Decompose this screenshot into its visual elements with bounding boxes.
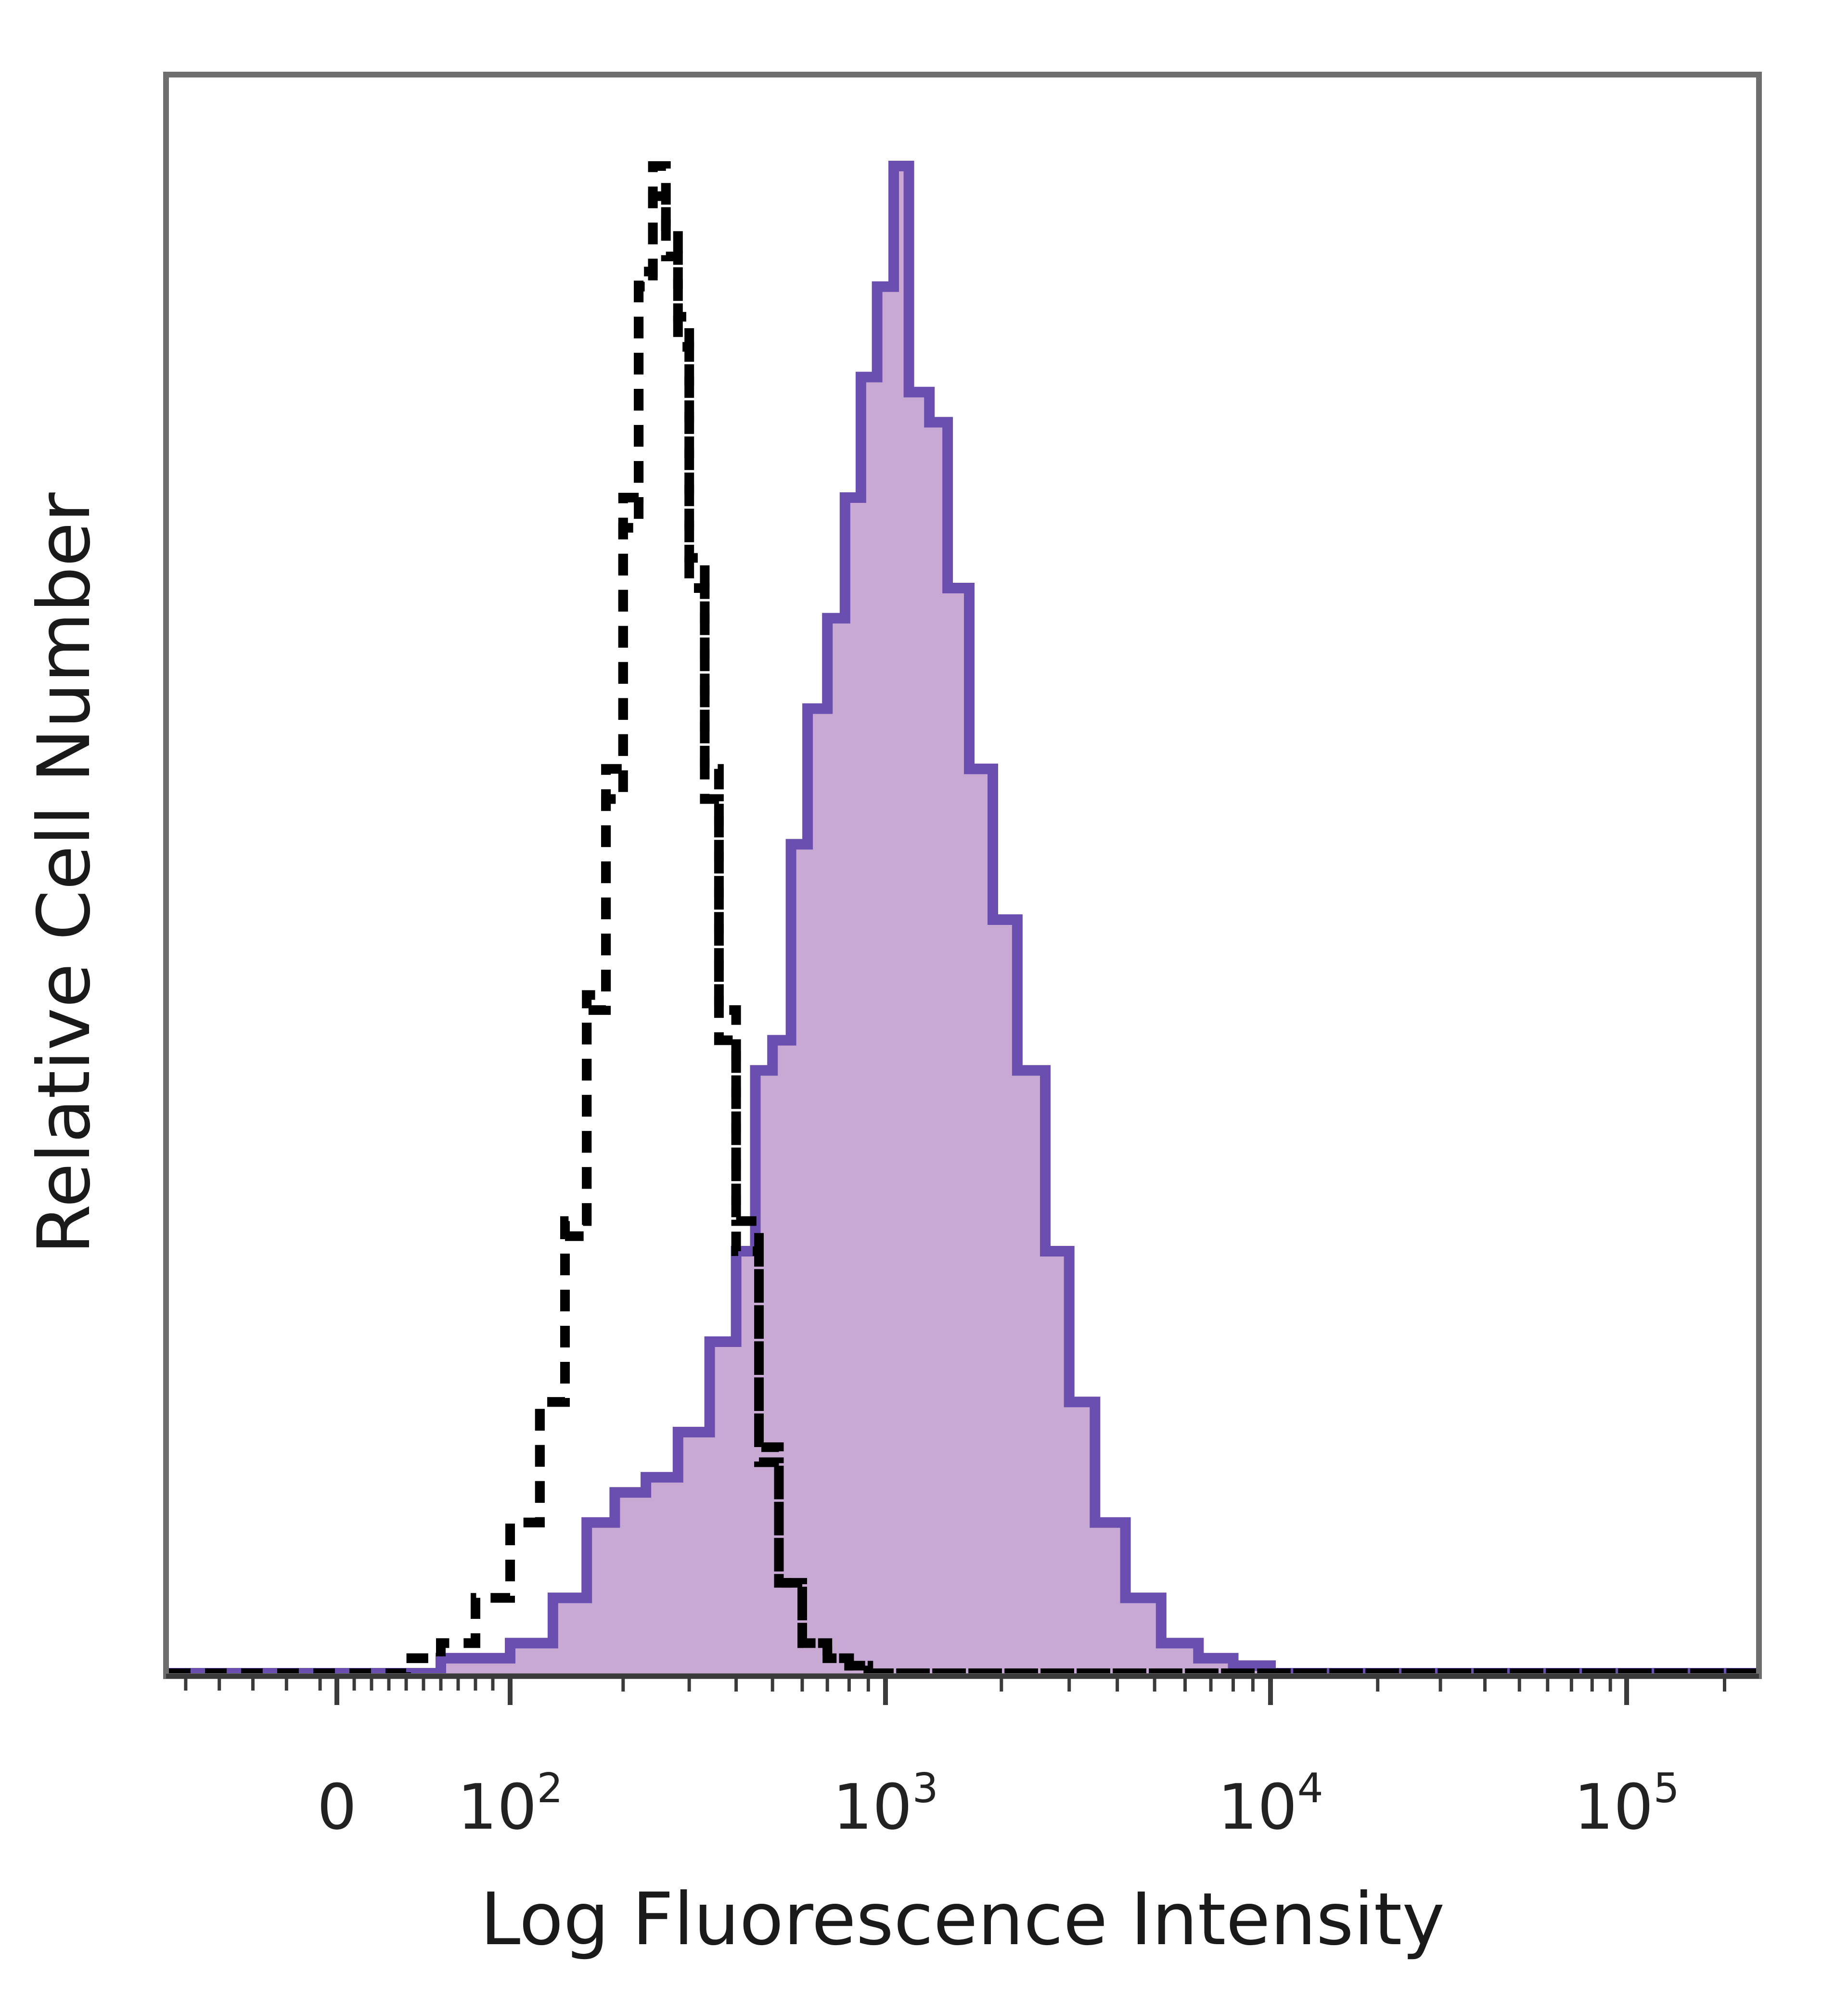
x-tick-label-2: 103: [833, 1765, 938, 1844]
x-tick-label-3: 104: [1218, 1765, 1323, 1844]
x-tick-label-1: 102: [457, 1765, 563, 1844]
x-axis-ticks: 0 102 103 104 105: [184, 1676, 1726, 1844]
y-axis-title: Relative Cell Number: [23, 492, 106, 1255]
stained-histogram-fill: [169, 166, 1756, 1673]
x-axis-title: Log Fluorescence Intensity: [480, 1878, 1445, 1962]
series-layer: [169, 161, 1756, 1673]
stained-histogram-line: [169, 161, 1756, 1673]
x-tick-label-4: 105: [1574, 1765, 1680, 1844]
x-tick-label-0: 0: [317, 1770, 357, 1844]
control-histogram-line-1: [169, 161, 1756, 1673]
